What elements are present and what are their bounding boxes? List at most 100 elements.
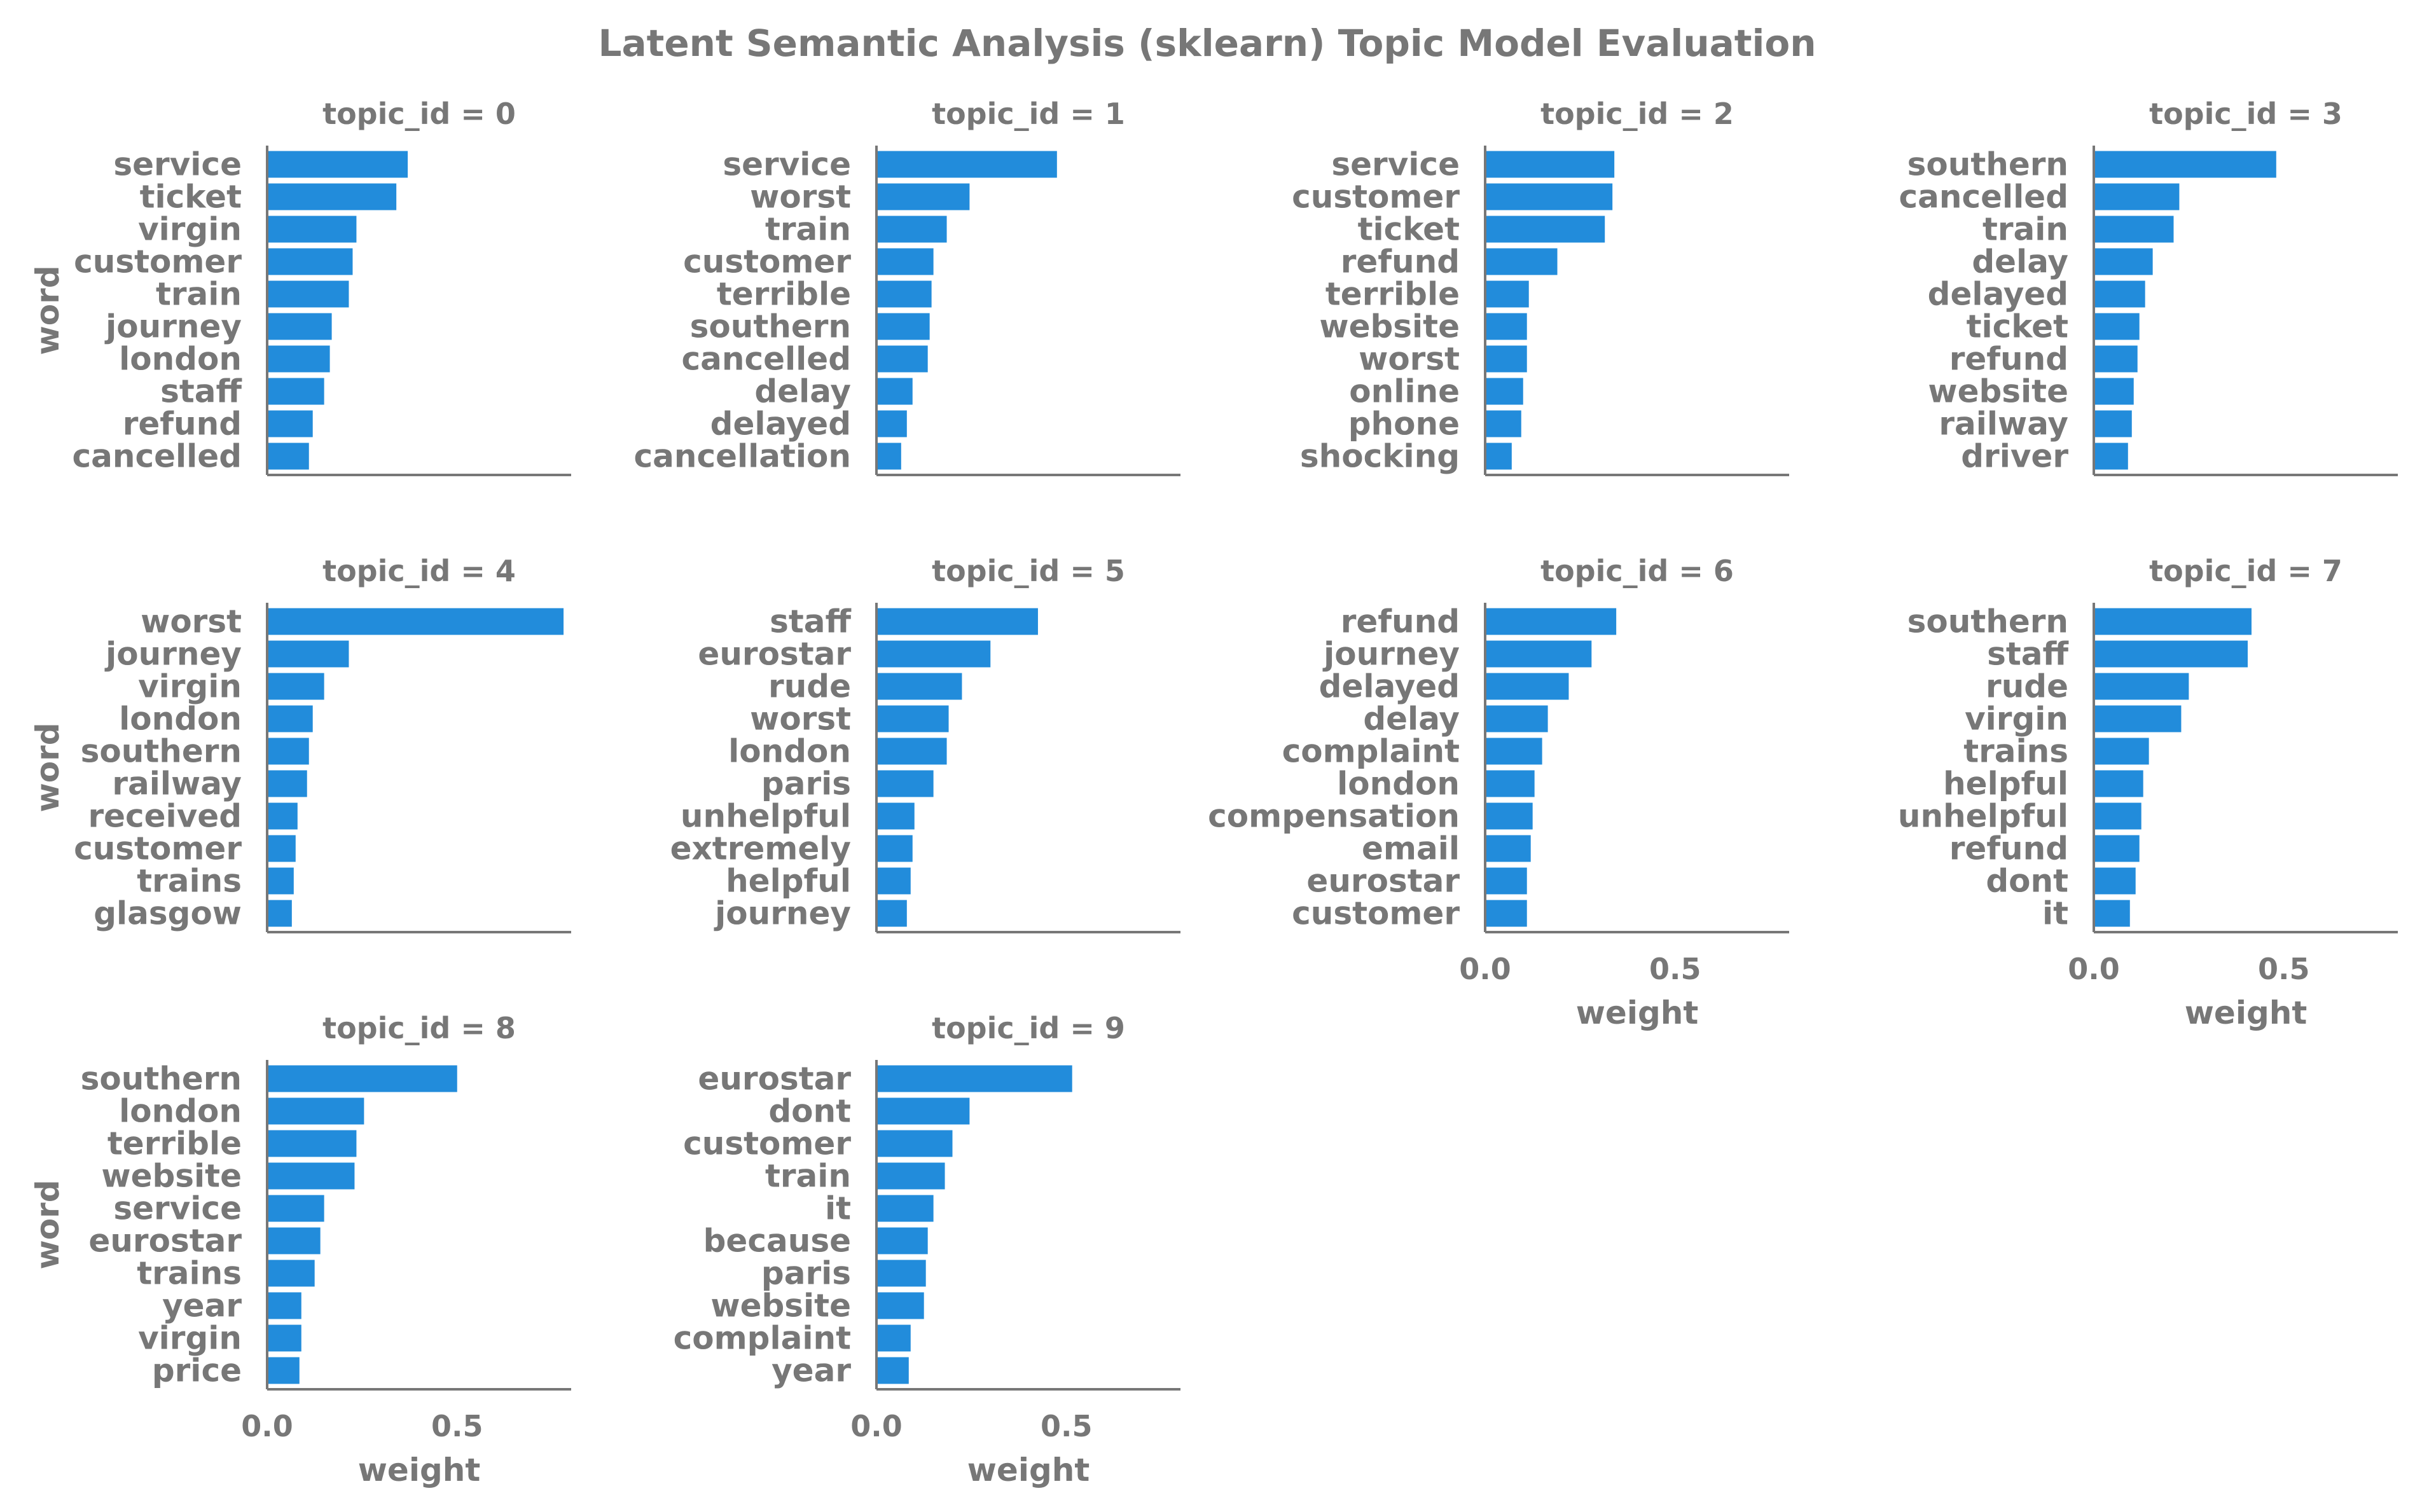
word-label: website <box>101 1158 242 1195</box>
x-tick-label: 0.0 <box>1459 952 1511 986</box>
x-tick-label: 0.0 <box>850 1409 903 1443</box>
word-label: customer <box>683 244 851 280</box>
bar <box>876 410 907 437</box>
word-label: unhelpful <box>1898 798 2068 835</box>
word-label: refund <box>1949 830 2068 867</box>
bar <box>2094 673 2189 700</box>
bar <box>876 770 934 797</box>
word-label: railway <box>112 766 242 802</box>
bar <box>267 1065 457 1092</box>
bar <box>876 1357 909 1384</box>
word-label: ticket <box>1358 211 1460 248</box>
word-label: year <box>162 1288 242 1324</box>
word-label: eurostar <box>1306 863 1460 900</box>
word-label: delay <box>1972 244 2068 280</box>
bar <box>876 1097 970 1125</box>
word-label: virgin <box>138 1320 242 1357</box>
word-label: cancelled <box>72 438 242 475</box>
bar <box>267 1162 355 1190</box>
x-tick-label: 0.0 <box>2068 952 2120 986</box>
word-label: because <box>703 1223 851 1260</box>
facet-title: topic_id = 3 <box>2149 97 2342 131</box>
bar <box>2094 608 2252 635</box>
word-label: year <box>772 1352 851 1389</box>
bar <box>1485 640 1592 668</box>
bar <box>876 313 930 340</box>
x-tick-label: 0.5 <box>2258 952 2310 986</box>
bar <box>1485 867 1527 895</box>
chart-title: Latent Semantic Analysis (sklearn) Topic… <box>599 22 1816 65</box>
bar <box>1485 216 1605 243</box>
word-label: journey <box>104 636 242 673</box>
bar <box>2094 738 2149 765</box>
bar <box>876 216 947 243</box>
bar <box>267 378 324 405</box>
bar <box>876 1195 934 1222</box>
word-label: customer <box>74 244 242 280</box>
word-label: website <box>1928 373 2068 410</box>
facet-title: topic_id = 9 <box>932 1011 1125 1045</box>
word-label: price <box>152 1352 242 1389</box>
word-label: terrible <box>1325 276 1460 313</box>
bar <box>267 900 292 927</box>
word-label: online <box>1349 373 1460 410</box>
word-label: helpful <box>726 863 851 900</box>
bar <box>1485 900 1527 927</box>
word-label: service <box>1331 146 1460 183</box>
word-label: london <box>119 341 242 378</box>
facet-title: topic_id = 7 <box>2149 554 2342 588</box>
facet-panel-3: topic_id = 3southerncancelledtraindelayd… <box>1899 97 2398 476</box>
bar <box>1485 705 1548 732</box>
bar <box>2094 900 2130 927</box>
word-label: it <box>825 1190 851 1227</box>
bar <box>876 443 901 470</box>
facet-title: topic_id = 1 <box>932 97 1125 131</box>
word-label: delayed <box>1319 668 1460 705</box>
bar <box>267 1357 300 1384</box>
word-label: driver <box>1961 438 2068 475</box>
word-label: dont <box>768 1093 851 1130</box>
bar <box>876 280 932 308</box>
word-label: journey <box>104 308 242 345</box>
word-label: complaint <box>674 1320 851 1357</box>
bar <box>2094 867 2136 895</box>
word-label: journey <box>714 895 851 932</box>
word-label: virgin <box>138 668 242 705</box>
bar <box>267 867 294 895</box>
bar <box>2094 802 2142 830</box>
word-label: paris <box>761 766 851 802</box>
word-label: service <box>113 146 242 183</box>
bar <box>267 313 332 340</box>
word-label: delay <box>1363 701 1460 738</box>
word-label: train <box>1983 211 2068 248</box>
word-label: rude <box>768 668 851 705</box>
bar <box>1485 248 1558 275</box>
word-label: southern <box>81 1061 242 1097</box>
word-label: cancelled <box>1899 179 2068 216</box>
word-label: london <box>119 701 242 738</box>
bar <box>2094 345 2138 373</box>
facet-title: topic_id = 8 <box>322 1011 516 1045</box>
bar <box>876 900 907 927</box>
bar <box>2094 378 2134 405</box>
bar <box>1485 410 1521 437</box>
word-label: website <box>1319 308 1460 345</box>
bar <box>267 280 349 308</box>
word-label: email <box>1362 830 1460 867</box>
bar <box>267 770 307 797</box>
bar <box>876 1065 1072 1092</box>
bar <box>1485 770 1535 797</box>
facet-title: topic_id = 6 <box>1540 554 1734 588</box>
word-label: refund <box>1949 341 2068 378</box>
bar <box>2094 770 2143 797</box>
y-axis-label: word <box>29 266 66 355</box>
bar <box>2094 216 2174 243</box>
bar <box>876 640 991 668</box>
bar <box>267 1227 321 1254</box>
word-label: customer <box>74 830 242 867</box>
facet-panel-8: topic_id = 8 southernlondonterriblewebsit… <box>29 1011 571 1488</box>
word-label: delayed <box>710 406 851 443</box>
bar <box>267 1195 324 1222</box>
x-axis-label: weight <box>358 1452 481 1488</box>
bar <box>267 216 357 243</box>
